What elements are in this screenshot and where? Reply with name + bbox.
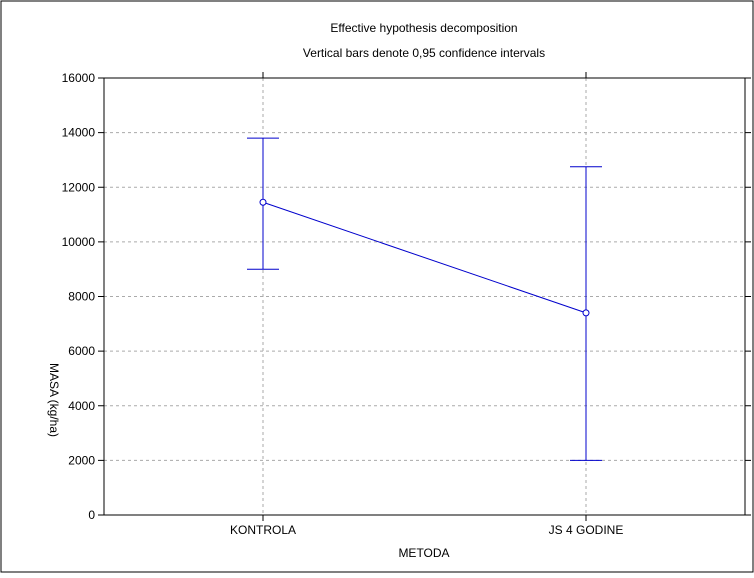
y-tick-label: 4000 xyxy=(68,399,95,413)
y-axis: 0 2000 4000 6000 8000 10000 12000 14000 16000 xyxy=(62,71,751,522)
x-axis: KONTROLA JS 4 GODINE xyxy=(230,72,623,537)
grid-lines xyxy=(104,78,745,515)
y-tick-label: 0 xyxy=(88,508,95,522)
y-tick-label: 8000 xyxy=(68,290,95,304)
data-point xyxy=(259,198,267,206)
y-tick-label: 14000 xyxy=(62,126,96,140)
data-series xyxy=(247,137,602,461)
chart-subtitle: Vertical bars denote 0,95 confidence int… xyxy=(303,46,545,60)
y-tick-label: 6000 xyxy=(68,344,95,358)
data-point xyxy=(582,309,590,317)
y-tick-label: 10000 xyxy=(62,235,96,249)
x-tick-label: JS 4 GODINE xyxy=(549,523,624,537)
x-axis-label: METODA xyxy=(398,546,449,560)
chart-title: Effective hypothesis decomposition xyxy=(330,21,517,35)
series-line xyxy=(262,201,587,314)
y-tick-label: 12000 xyxy=(62,180,96,194)
y-tick-label: 16000 xyxy=(62,71,96,85)
y-tick-label: 2000 xyxy=(68,453,95,467)
x-tick-label: KONTROLA xyxy=(230,523,296,537)
y-axis-label: MASA (kg/ha) xyxy=(47,363,61,437)
